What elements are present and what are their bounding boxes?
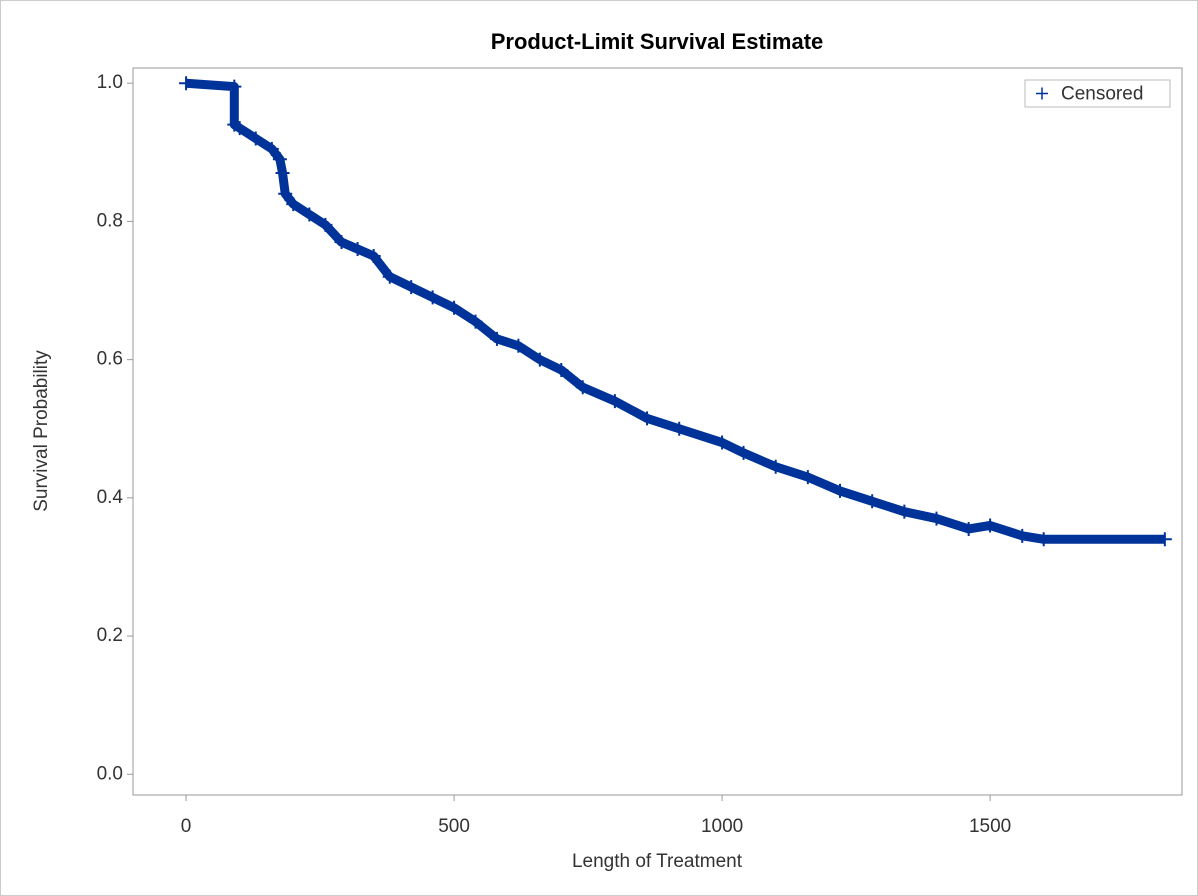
censored-marker [350,242,365,257]
censored-marker [275,166,290,181]
censored-marker [983,518,998,533]
x-axis-label: Length of Treatment [572,851,743,872]
censored-marker [318,217,333,232]
plot-frame [132,67,1183,796]
censored-marker [640,411,655,426]
censored-marker [865,494,880,509]
censored-marker [607,394,622,409]
x-tick-label: 1500 [969,816,1011,837]
censored-marker [1036,532,1051,547]
censored-marker [715,435,730,450]
y-tick-label: 0.6 [97,349,123,370]
censored-marker [511,338,526,353]
censored-marker [382,269,397,284]
y-tick-label: 0.4 [97,487,124,508]
censored-marker [302,207,317,222]
censored-marker [575,380,590,395]
censored-marker [404,280,419,295]
y-tick-label: 0.0 [97,763,123,784]
censored-marker [179,76,194,91]
censored-marker [272,152,287,167]
x-tick-label: 1000 [701,816,743,837]
censored-marker [232,121,247,136]
y-tick-label: 0.2 [97,625,123,646]
censored-marker [736,445,751,460]
censored-marker [961,521,976,536]
censored-marker [278,186,293,201]
censored-marker [1015,528,1030,543]
censored-marker [248,131,263,146]
chart-title: Product-Limit Survival Estimate [491,29,824,54]
censored-marker [768,459,783,474]
x-tick-label: 500 [438,816,470,837]
censored-marker [554,362,569,377]
censored-marker [468,314,483,329]
censored-marker [447,300,462,315]
censored-marker [425,290,440,305]
censored-marker [833,483,848,498]
censored-marker [366,248,381,263]
censored-marker [532,352,547,367]
censored-marker [489,331,504,346]
censored-marker [672,421,687,436]
censored-marker [897,504,912,519]
censored-marker [334,235,349,250]
legend-box [1024,79,1171,108]
x-tick-label: 0 [181,816,192,837]
y-tick-label: 0.8 [97,210,123,231]
censored-marker [264,141,279,156]
censored-marker [929,511,944,526]
y-tick-label: 1.0 [97,72,123,93]
legend-label: Censored [1061,84,1143,105]
censored-marker [227,79,242,94]
censored-marker [286,197,301,212]
y-axis-label: Survival Probability [31,350,52,512]
censored-marker [1157,532,1172,547]
censored-marker [800,470,815,485]
legend-marker [1036,87,1048,100]
